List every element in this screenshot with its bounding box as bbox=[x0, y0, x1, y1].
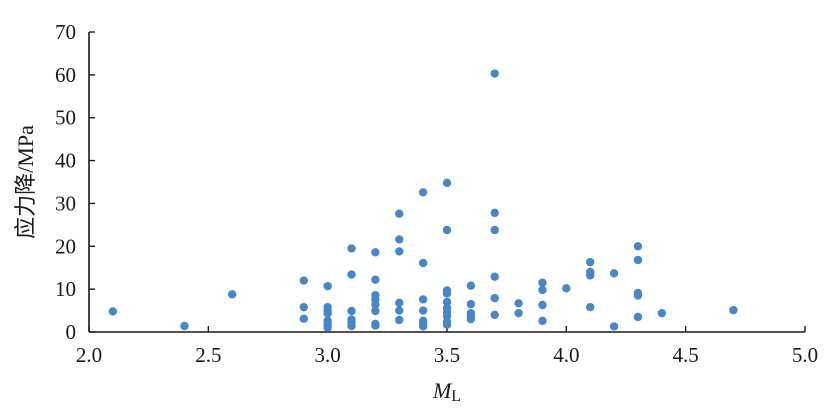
data-point bbox=[633, 242, 643, 251]
data-point bbox=[442, 225, 452, 235]
data-point bbox=[180, 321, 189, 331]
data-point bbox=[490, 310, 499, 320]
x-ticks: 2.0 2.5 3.0 3.5 4.0 4.5 5.0 bbox=[76, 326, 818, 367]
data-point bbox=[418, 188, 428, 197]
data-point bbox=[538, 316, 547, 326]
data-point bbox=[466, 281, 476, 290]
y-tick-label: 30 bbox=[55, 191, 76, 215]
x-axis-label: ML bbox=[432, 378, 461, 405]
data-point bbox=[609, 322, 619, 331]
data-point bbox=[418, 295, 428, 304]
data-point bbox=[347, 321, 356, 331]
data-point bbox=[466, 314, 476, 324]
data-point bbox=[490, 208, 499, 218]
data-point bbox=[347, 270, 356, 279]
data-point bbox=[108, 307, 118, 316]
data-point bbox=[299, 302, 308, 312]
x-tick-label: 4.5 bbox=[673, 343, 699, 367]
y-ticks: 0 10 20 30 40 50 60 70 bbox=[55, 20, 95, 344]
data-point bbox=[442, 289, 452, 298]
y-tick-label: 0 bbox=[66, 320, 77, 344]
data-point bbox=[371, 275, 380, 284]
data-point bbox=[586, 257, 595, 267]
data-point bbox=[418, 306, 428, 315]
data-point bbox=[323, 309, 332, 318]
data-point bbox=[347, 244, 356, 253]
x-tick-label: 2.0 bbox=[76, 343, 102, 367]
data-point bbox=[418, 258, 428, 268]
data-point bbox=[562, 284, 571, 293]
data-point bbox=[538, 300, 547, 310]
y-tick-label: 70 bbox=[55, 20, 76, 44]
data-point bbox=[490, 272, 499, 281]
data-point bbox=[347, 306, 356, 316]
data-point bbox=[442, 297, 452, 307]
data-point bbox=[442, 320, 452, 329]
y-tick-label: 40 bbox=[55, 149, 76, 173]
data-point bbox=[609, 269, 619, 278]
data-point bbox=[395, 247, 404, 256]
data-point bbox=[371, 306, 380, 316]
data-point bbox=[299, 276, 308, 285]
data-point bbox=[395, 209, 404, 218]
data-point bbox=[323, 281, 332, 291]
data-point bbox=[371, 300, 380, 309]
x-tick-label: 5.0 bbox=[792, 343, 818, 367]
data-point bbox=[490, 69, 499, 78]
data-point bbox=[729, 305, 738, 315]
x-tick-label: 2.5 bbox=[195, 343, 221, 367]
data-point bbox=[466, 299, 476, 309]
data-point bbox=[442, 178, 452, 188]
x-tick-label: 3.5 bbox=[434, 343, 460, 367]
data-point bbox=[323, 323, 332, 332]
data-point bbox=[371, 248, 380, 257]
data-point bbox=[395, 235, 404, 244]
x-tick-label: 3.0 bbox=[315, 343, 341, 367]
data-point bbox=[490, 293, 499, 303]
data-point bbox=[395, 315, 404, 325]
data-point bbox=[299, 314, 308, 323]
y-tick-label: 10 bbox=[55, 277, 76, 301]
x-axis-label-subscript: L bbox=[451, 388, 461, 405]
data-point bbox=[228, 290, 237, 299]
data-point bbox=[395, 298, 404, 308]
y-axis-label: 应力降/MPa bbox=[13, 125, 38, 239]
data-point bbox=[418, 322, 428, 331]
data-point bbox=[371, 321, 380, 330]
data-point bbox=[490, 225, 499, 235]
data-point bbox=[586, 302, 595, 312]
data-point bbox=[538, 278, 547, 287]
data-point bbox=[633, 255, 643, 265]
data-point bbox=[633, 291, 643, 300]
y-tick-label: 20 bbox=[55, 234, 76, 258]
data-point bbox=[538, 285, 547, 295]
data-point bbox=[586, 271, 595, 280]
data-point bbox=[657, 308, 666, 318]
data-point bbox=[395, 306, 404, 315]
y-tick-label: 60 bbox=[55, 63, 76, 87]
x-tick-label: 4.0 bbox=[553, 343, 579, 367]
y-tick-label: 50 bbox=[55, 106, 76, 130]
x-axis-label-main: M bbox=[432, 378, 453, 403]
data-point bbox=[514, 299, 523, 308]
data-points bbox=[108, 69, 738, 332]
data-point bbox=[514, 308, 523, 318]
data-point bbox=[633, 312, 643, 322]
